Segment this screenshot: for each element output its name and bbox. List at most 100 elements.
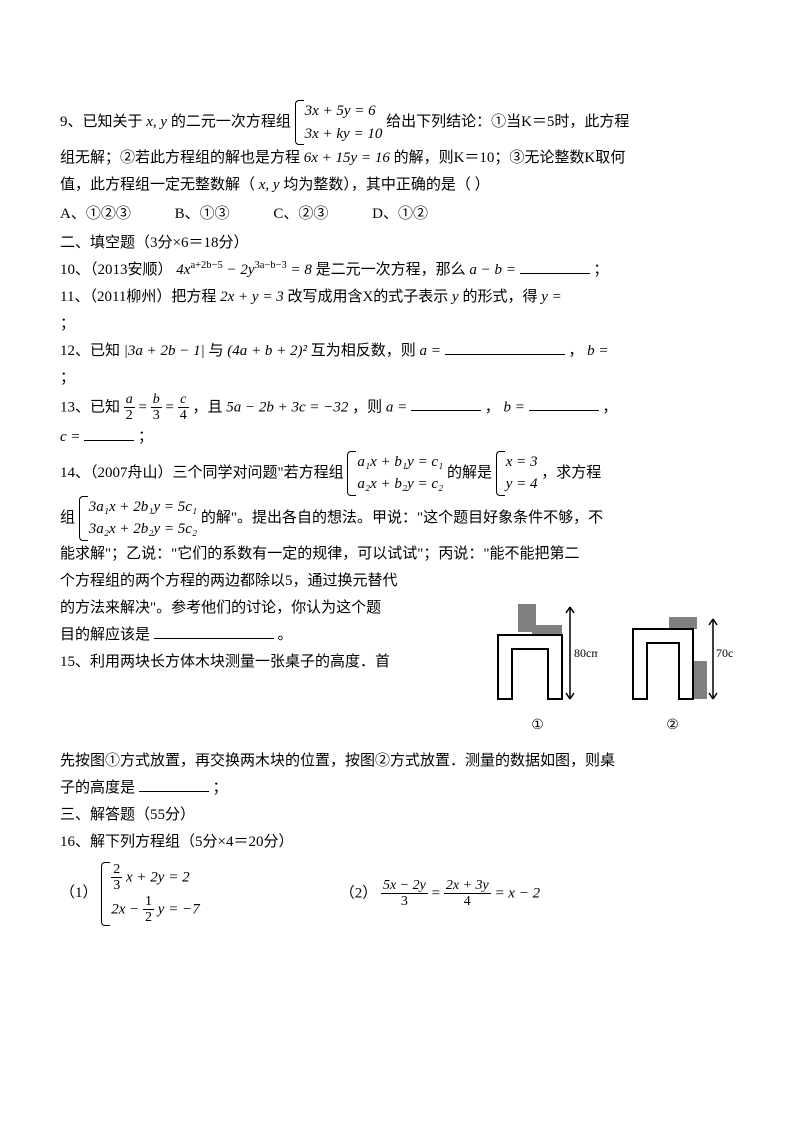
q13-mid: ，且 — [192, 399, 222, 415]
q11-mid2: 的形式，得 — [462, 289, 537, 305]
q10-var: a − b = — [469, 262, 516, 278]
question-14-line4: 个方程组的两个方程的两边都除以5，通过换元替代 — [60, 568, 740, 595]
figure-2: 70cm — [613, 599, 733, 709]
q9-line2b: 的解，则K＝10；③无论整数K取何 — [394, 150, 626, 166]
q9-vars2: x, y — [259, 177, 280, 193]
q14-suffix: 。 — [278, 627, 293, 643]
q11-lhs: y = — [541, 289, 562, 305]
q12-b: b = — [587, 343, 608, 359]
q13-eq: 5a − 2b + 3c = −32 — [226, 399, 348, 415]
section-2-title: 二、填空题（3分×6＝18分） — [60, 230, 740, 257]
q9-eq2: 6x + 15y = 16 — [304, 150, 390, 166]
blank-q13b — [529, 395, 599, 411]
q16-p2-f1: 5x − 2y3 — [381, 878, 428, 910]
q16-part2: （2） 5x − 2y3 = 2x + 3y4 = x − 2 — [340, 878, 540, 910]
q9-system: 3x + 5y = 6 3x + ky = 10 — [295, 100, 383, 145]
blank-q13c — [84, 425, 134, 441]
section-3-title: 三、解答题（55分） — [60, 802, 740, 829]
question-13-c: c = ； — [60, 424, 740, 451]
opt-d: D、①② — [372, 201, 428, 228]
q16-p1-sys: 23 x + 2y = 2 2x − 12 y = −7 — [101, 862, 199, 926]
q12-comma: ， — [568, 343, 583, 359]
q14-mid2: ，求方程 — [541, 465, 601, 481]
question-11-suffix: ； — [60, 311, 740, 338]
question-9: 9、已知关于 x, y 的二元一次方程组 3x + 5y = 6 3x + ky… — [60, 100, 740, 145]
question-14-line3: 能求解"；乙说："它们的系数有一定的规律，可以试试"；丙说："能不能把第二 — [60, 541, 740, 568]
figure-1: 80cm — [478, 599, 598, 709]
q9-line3b: 均为整数），其中正确的是（ ） — [283, 177, 489, 193]
q13-frac-a: a2 — [124, 392, 135, 424]
q14-mid3: 的解"。提出各自的想法。甲说："这个题目好象条件不够，不 — [201, 510, 603, 526]
q14-line6: 目的解应该是 — [60, 627, 150, 643]
q14-line2a: 组 — [60, 510, 75, 526]
q9-sys-l1: 3x + 5y = 6 — [305, 100, 383, 123]
q9-vars: x, y — [146, 114, 167, 130]
question-13: 13、已知 a2 = b3 = c4 ，且 5a − 2b + 3c = −32… — [60, 392, 740, 424]
q16-p1-label: （1） — [60, 885, 98, 901]
blank-q12a — [445, 339, 565, 355]
q9-line2: 组无解；②若此方程组的解也是方程 — [60, 150, 300, 166]
q9-mid1: 的二元一次方程组 — [171, 114, 291, 130]
question-16-parts: （1） 23 x + 2y = 2 2x − 12 y = −7 （2） 5x … — [60, 862, 740, 926]
q13-comma1: ， — [485, 399, 500, 415]
q13-frac-c: c4 — [178, 392, 189, 424]
q14-prefix: 14、（2007舟山）三个同学对问题"若方程组 — [60, 465, 344, 481]
q11-mid: 改写成用含X的式子表示 — [287, 289, 448, 305]
question-9-line2: 组无解；②若此方程组的解也是方程 6x + 15y = 16 的解，则K＝10；… — [60, 145, 740, 172]
q16-p2-label: （2） — [340, 885, 378, 901]
opt-c: C、②③ — [273, 201, 328, 228]
question-12: 12、已知 |3a + 2b − 1| 与 (4a + b + 2)² 互为相反… — [60, 338, 740, 365]
q14-sys1: a₁x + b₁y = c₁ a₂x + b₂y = c₂ — [347, 451, 443, 496]
blank-q14 — [154, 623, 274, 639]
opt-a: A、①②③ — [60, 201, 131, 228]
fig1-label: ① — [531, 713, 544, 738]
q10-prefix: 10、（2013安顺） — [60, 262, 173, 278]
q14-sys2: x = 3 y = 4 — [496, 451, 538, 496]
q11-eq: 2x + y = 3 — [220, 289, 284, 305]
q15-suffix: ； — [213, 780, 228, 796]
question-10: 10、（2013安顺） 4xa+2b−5 − 2y3a−b−3 = 8 是二元一… — [60, 257, 740, 284]
question-9-options: A、①②③ B、①③ C、②③ D、①② — [60, 201, 740, 228]
svg-text:80cm: 80cm — [574, 646, 598, 660]
q15-line3: 子的高度是 — [60, 780, 135, 796]
question-15-line3: 子的高度是 ； — [60, 775, 740, 802]
blank-q10 — [520, 258, 590, 274]
figure-desks: 80cm 70cm ① ② — [470, 599, 740, 738]
q13-c: c = — [60, 429, 81, 445]
question-14: 14、（2007舟山）三个同学对问题"若方程组 a₁x + b₁y = c₁ a… — [60, 451, 740, 496]
q13-then: ，则 — [352, 399, 382, 415]
q10-suffix: ； — [593, 262, 608, 278]
q16-p2-f2: 2x + 3y4 — [444, 878, 491, 910]
q14-mid1: 的解是 — [447, 465, 492, 481]
blank-q13a — [411, 395, 481, 411]
q12-sq: (4a + b + 2)² — [227, 343, 307, 359]
q12-and: 与 — [209, 343, 224, 359]
opt-b: B、①③ — [175, 201, 230, 228]
q12-a: a = — [420, 343, 441, 359]
q10-expr: 4xa+2b−5 − 2y3a−b−3 = 8 — [176, 262, 312, 278]
q9-mid2: 给出下列结论：①当K＝5时，此方程 — [386, 114, 629, 130]
q13-prefix: 13、已知 — [60, 399, 120, 415]
q16-p2-rhs: = x − 2 — [494, 885, 540, 901]
q13-b: b = — [504, 399, 525, 415]
question-11: 11、（2011柳州）把方程 2x + y = 3 改写成用含X的式子表示 y … — [60, 284, 740, 311]
q13-comma2: ， — [602, 399, 617, 415]
q9-sys-l2: 3x + ky = 10 — [305, 123, 383, 146]
q9-prefix: 9、已知关于 — [60, 114, 143, 130]
q9-line3: 值，此方程组一定无整数解（ — [60, 177, 255, 193]
q13-frac-b: b3 — [151, 392, 162, 424]
fig2-label: ② — [666, 713, 679, 738]
q11-y: y — [452, 289, 459, 305]
q14-sys3: 3a₁x + 2b₁y = 5c₁ 3a₂x + 2b₂y = 5c₂ — [79, 496, 197, 541]
q10-mid: 是二元一次方程，那么 — [316, 262, 466, 278]
q12-abs: |3a + 2b − 1| — [124, 343, 205, 359]
q11-prefix: 11、（2011柳州）把方程 — [60, 289, 216, 305]
question-16-title: 16、解下列方程组（5分×4＝20分） — [60, 829, 740, 856]
question-14-line2: 组 3a₁x + 2b₁y = 5c₁ 3a₂x + 2b₂y = 5c₂ 的解… — [60, 496, 740, 541]
q12-prefix: 12、已知 — [60, 343, 120, 359]
q16-part1: （1） 23 x + 2y = 2 2x − 12 y = −7 — [60, 862, 200, 926]
question-12-suffix: ； — [60, 365, 740, 392]
question-15-line2: 先按图①方式放置，再交换两木块的位置，按图②方式放置．测量的数据如图，则桌 — [60, 748, 740, 775]
question-9-line3: 值，此方程组一定无整数解（ x, y 均为整数），其中正确的是（ ） — [60, 172, 740, 199]
blank-q15 — [139, 776, 209, 792]
